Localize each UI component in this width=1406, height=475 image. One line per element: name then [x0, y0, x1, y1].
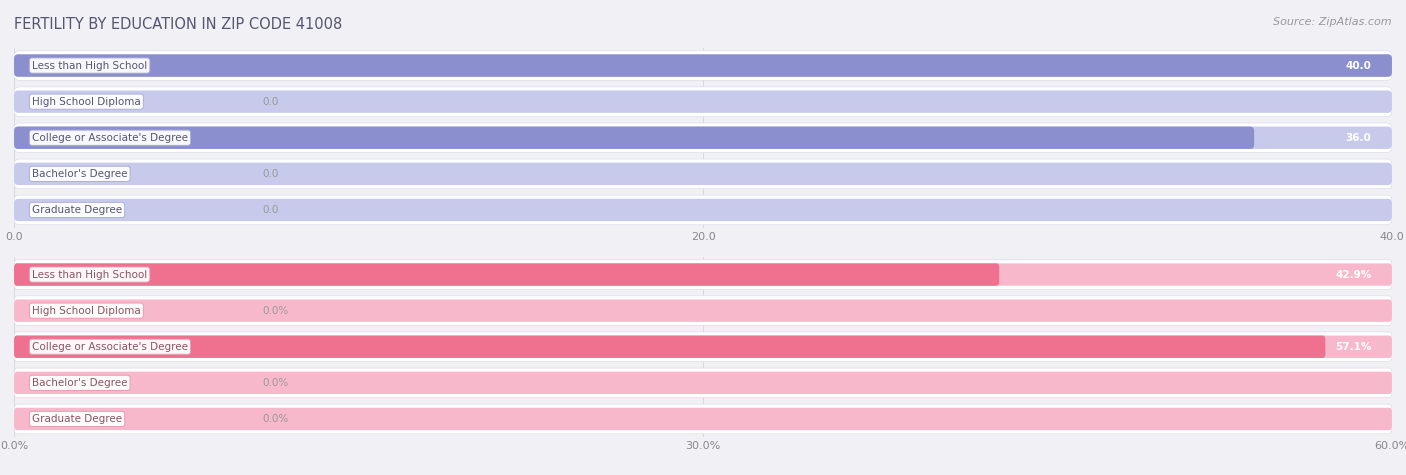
- Text: 0.0: 0.0: [262, 169, 278, 179]
- Text: 40.0: 40.0: [1346, 60, 1371, 71]
- Text: 0.0%: 0.0%: [262, 378, 288, 388]
- Text: 57.1%: 57.1%: [1334, 342, 1371, 352]
- Text: 0.0: 0.0: [262, 96, 278, 107]
- FancyBboxPatch shape: [14, 54, 1392, 77]
- Text: Graduate Degree: Graduate Degree: [32, 414, 122, 424]
- FancyBboxPatch shape: [14, 332, 1392, 361]
- Text: 0.0%: 0.0%: [262, 414, 288, 424]
- FancyBboxPatch shape: [14, 126, 1254, 149]
- FancyBboxPatch shape: [14, 199, 1392, 221]
- FancyBboxPatch shape: [14, 335, 1392, 358]
- Text: Bachelor's Degree: Bachelor's Degree: [32, 169, 128, 179]
- Text: 0.0%: 0.0%: [262, 305, 288, 316]
- FancyBboxPatch shape: [14, 195, 1392, 225]
- Text: Graduate Degree: Graduate Degree: [32, 205, 122, 215]
- FancyBboxPatch shape: [14, 162, 1392, 185]
- FancyBboxPatch shape: [14, 126, 1392, 149]
- FancyBboxPatch shape: [14, 87, 1392, 116]
- Text: Bachelor's Degree: Bachelor's Degree: [32, 378, 128, 388]
- FancyBboxPatch shape: [14, 263, 1392, 286]
- Text: 36.0: 36.0: [1346, 133, 1371, 143]
- Text: Source: ZipAtlas.com: Source: ZipAtlas.com: [1274, 17, 1392, 27]
- FancyBboxPatch shape: [14, 299, 1392, 322]
- FancyBboxPatch shape: [14, 123, 1392, 152]
- Text: 42.9%: 42.9%: [1336, 269, 1371, 280]
- Text: Less than High School: Less than High School: [32, 269, 148, 280]
- Text: High School Diploma: High School Diploma: [32, 305, 141, 316]
- Text: Less than High School: Less than High School: [32, 60, 148, 71]
- FancyBboxPatch shape: [14, 368, 1392, 398]
- FancyBboxPatch shape: [14, 335, 1326, 358]
- FancyBboxPatch shape: [14, 404, 1392, 434]
- FancyBboxPatch shape: [14, 296, 1392, 325]
- FancyBboxPatch shape: [14, 263, 1000, 286]
- FancyBboxPatch shape: [14, 90, 1392, 113]
- Text: College or Associate's Degree: College or Associate's Degree: [32, 342, 188, 352]
- Text: 0.0: 0.0: [262, 205, 278, 215]
- Text: College or Associate's Degree: College or Associate's Degree: [32, 133, 188, 143]
- FancyBboxPatch shape: [14, 159, 1392, 189]
- FancyBboxPatch shape: [14, 408, 1392, 430]
- FancyBboxPatch shape: [14, 54, 1392, 77]
- Text: FERTILITY BY EDUCATION IN ZIP CODE 41008: FERTILITY BY EDUCATION IN ZIP CODE 41008: [14, 17, 342, 32]
- FancyBboxPatch shape: [14, 371, 1392, 394]
- FancyBboxPatch shape: [14, 51, 1392, 80]
- FancyBboxPatch shape: [14, 260, 1392, 289]
- Text: High School Diploma: High School Diploma: [32, 96, 141, 107]
